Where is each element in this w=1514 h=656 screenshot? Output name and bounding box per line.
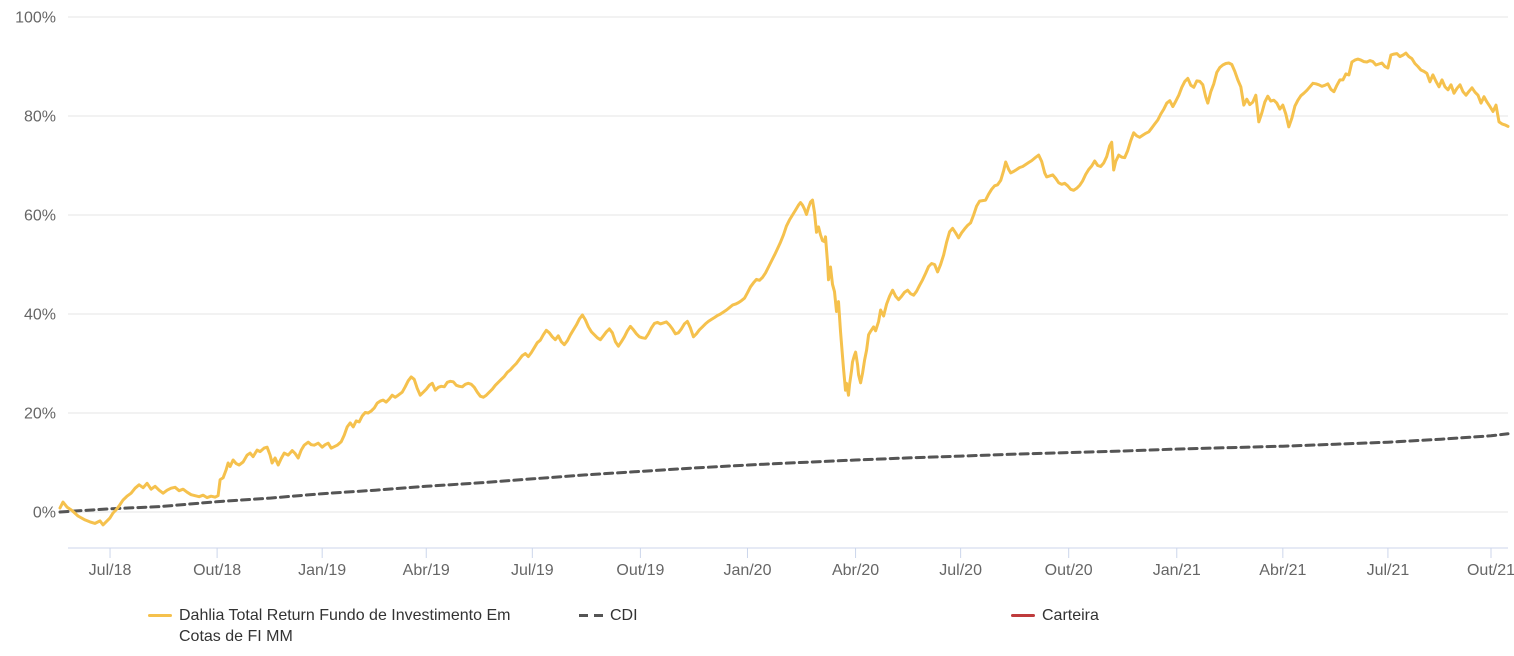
legend-label-carteira: Carteira bbox=[1042, 607, 1099, 624]
legend-label-cdi: CDI bbox=[610, 607, 638, 624]
x-axis-tick-label: Jan/20 bbox=[723, 562, 771, 579]
x-axis-tick-label: Out/19 bbox=[616, 562, 664, 579]
plot-area[interactable] bbox=[58, 7, 1508, 548]
x-axis-tick-label: Jan/19 bbox=[298, 562, 346, 579]
x-axis-tick-label: Jul/20 bbox=[939, 562, 982, 579]
series-line-dahlia bbox=[58, 51, 1510, 527]
y-axis-tick-label: 0% bbox=[33, 505, 56, 522]
x-axis-tick-label: Out/20 bbox=[1045, 562, 1093, 579]
legend-item-dahlia[interactable]: Dahlia Total Return Fundo de Investiment… bbox=[148, 605, 541, 647]
y-axis-tick-label: 80% bbox=[24, 109, 56, 126]
cdi-dashed-line-marker-icon bbox=[579, 614, 603, 617]
series-line-cdi bbox=[58, 432, 1510, 514]
x-axis-tick-label: Abr/21 bbox=[1259, 562, 1306, 579]
x-axis-tick-label: Jul/21 bbox=[1367, 562, 1410, 579]
x-axis-tick-label: Abr/20 bbox=[832, 562, 879, 579]
carteira-line-marker-icon bbox=[1011, 614, 1035, 617]
dahlia-line-marker-icon bbox=[148, 614, 172, 617]
x-axis-tick-label: Jul/18 bbox=[89, 562, 132, 579]
x-axis-tick-label: Out/18 bbox=[193, 562, 241, 579]
x-axis-tick-label: Abr/19 bbox=[403, 562, 450, 579]
x-axis-tick-label: Out/21 bbox=[1467, 562, 1514, 579]
legend-item-carteira[interactable]: Carteira bbox=[1011, 605, 1099, 626]
x-axis-tick-label: Jul/19 bbox=[511, 562, 554, 579]
y-axis-tick-label: 100% bbox=[15, 10, 56, 27]
y-axis-tick-label: 20% bbox=[24, 406, 56, 423]
x-axis-tick-label: Jan/21 bbox=[1153, 562, 1201, 579]
legend-item-cdi[interactable]: CDI bbox=[579, 605, 638, 626]
legend-label-dahlia: Dahlia Total Return Fundo de Investiment… bbox=[179, 607, 511, 645]
y-axis-tick-label: 40% bbox=[24, 307, 56, 324]
y-axis-tick-label: 60% bbox=[24, 208, 56, 225]
